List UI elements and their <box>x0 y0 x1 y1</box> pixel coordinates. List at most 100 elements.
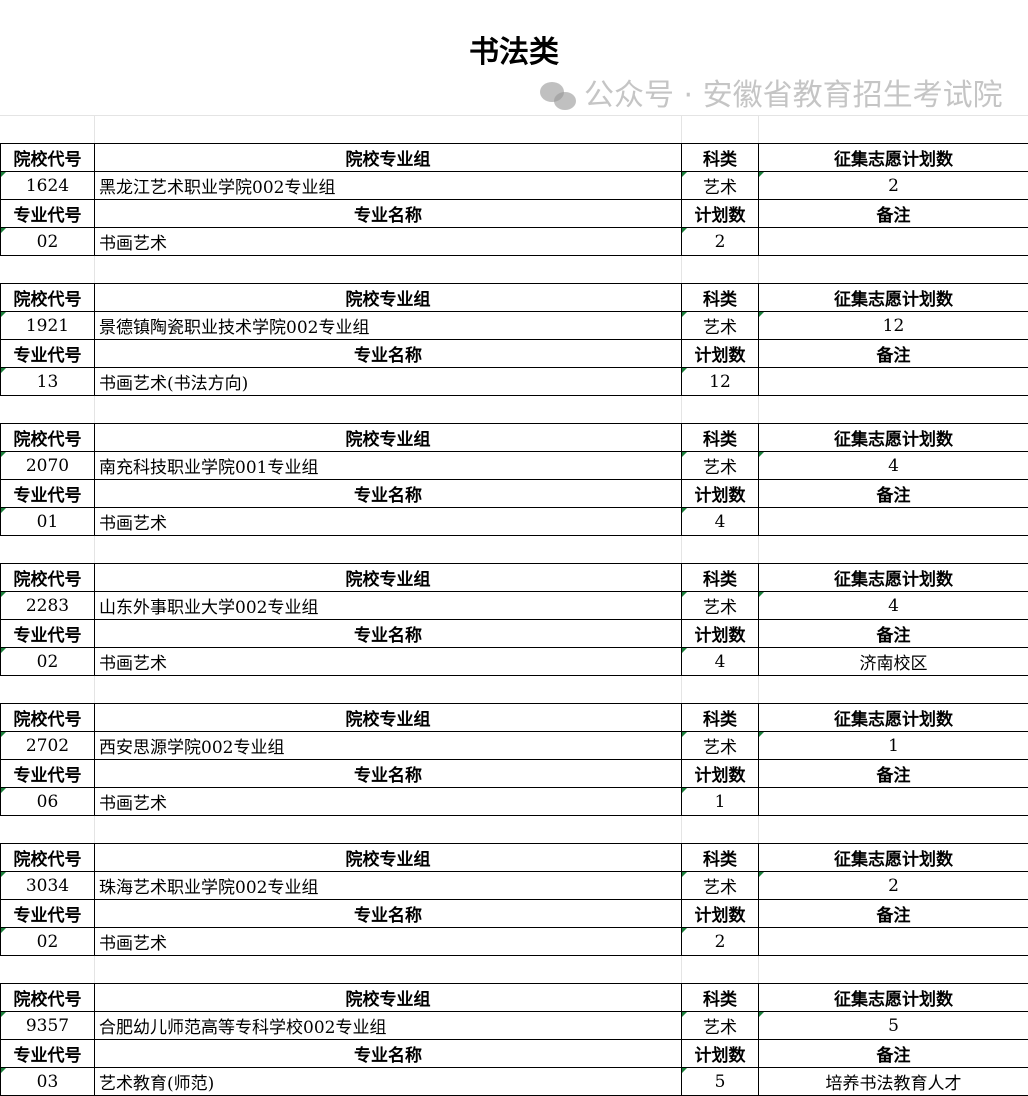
group-header-row: 院校代号 院校专业组 科类 征集志愿计划数 <box>1 704 1028 732</box>
group-row: 2283 山东外事职业大学002专业组 艺术 4 <box>1 592 1028 620</box>
header-plan-total: 征集志愿计划数 <box>759 284 1028 312</box>
plan-cell[interactable]: 1 <box>682 788 759 816</box>
group-cell[interactable]: 西安思源学院002专业组 <box>95 732 682 760</box>
group-cell[interactable]: 山东外事职业大学002专业组 <box>95 592 682 620</box>
header-major-name: 专业名称 <box>95 900 682 928</box>
gridline <box>758 116 759 143</box>
note-cell[interactable]: 培养书法教育人才 <box>759 1068 1028 1096</box>
plan-cell[interactable]: 12 <box>682 368 759 396</box>
group-row: 1921 景德镇陶瓷职业技术学院002专业组 艺术 12 <box>1 312 1028 340</box>
plan-cell[interactable]: 4 <box>682 648 759 676</box>
plan-cell[interactable]: 5 <box>682 1068 759 1096</box>
group-cell[interactable]: 景德镇陶瓷职业技术学院002专业组 <box>95 312 682 340</box>
plan-total-cell[interactable]: 4 <box>759 592 1028 620</box>
major-header-row: 专业代号 专业名称 计划数 备注 <box>1 760 1028 788</box>
gridline <box>94 256 95 283</box>
gridline <box>758 256 759 283</box>
major-row: 06 书画艺术 1 <box>1 788 1028 816</box>
category-cell[interactable]: 艺术 <box>682 312 759 340</box>
plan-cell[interactable]: 4 <box>682 508 759 536</box>
major-code-cell[interactable]: 02 <box>1 228 95 256</box>
major-name-cell[interactable]: 书画艺术(书法方向) <box>95 368 682 396</box>
plan-total-cell[interactable]: 5 <box>759 1012 1028 1040</box>
header-school-code: 院校代号 <box>1 424 95 452</box>
plan-total-cell[interactable]: 12 <box>759 312 1028 340</box>
plan-total-cell[interactable]: 2 <box>759 172 1028 200</box>
group-header-row: 院校代号 院校专业组 科类 征集志愿计划数 <box>1 564 1028 592</box>
school-code-cell[interactable]: 1921 <box>1 312 95 340</box>
category-cell[interactable]: 艺术 <box>682 872 759 900</box>
major-code-cell[interactable]: 13 <box>1 368 95 396</box>
group-cell[interactable]: 黑龙江艺术职业学院002专业组 <box>95 172 682 200</box>
gridline <box>94 396 95 423</box>
school-code-cell[interactable]: 2283 <box>1 592 95 620</box>
category-cell[interactable]: 艺术 <box>682 172 759 200</box>
school-code-cell[interactable]: 9357 <box>1 1012 95 1040</box>
header-group: 院校专业组 <box>95 984 682 1012</box>
header-plan: 计划数 <box>682 760 759 788</box>
note-cell[interactable] <box>759 228 1028 256</box>
category-cell[interactable]: 艺术 <box>682 1012 759 1040</box>
school-block: 院校代号 院校专业组 科类 征集志愿计划数 2070 南充科技职业学院001专业… <box>0 423 1028 536</box>
major-header-row: 专业代号 专业名称 计划数 备注 <box>1 1040 1028 1068</box>
major-name-cell[interactable]: 艺术教育(师范) <box>95 1068 682 1096</box>
major-code-cell[interactable]: 02 <box>1 928 95 956</box>
plan-total-cell[interactable]: 4 <box>759 452 1028 480</box>
category-cell[interactable]: 艺术 <box>682 732 759 760</box>
school-code-cell[interactable]: 3034 <box>1 872 95 900</box>
header-category: 科类 <box>682 844 759 872</box>
major-name-cell[interactable]: 书画艺术 <box>95 508 682 536</box>
major-code-cell[interactable]: 02 <box>1 648 95 676</box>
category-cell[interactable]: 艺术 <box>682 452 759 480</box>
header-note: 备注 <box>759 900 1028 928</box>
gridline <box>94 536 95 563</box>
major-name-cell[interactable]: 书画艺术 <box>95 788 682 816</box>
major-name-cell[interactable]: 书画艺术 <box>95 648 682 676</box>
group-cell[interactable]: 珠海艺术职业学院002专业组 <box>95 872 682 900</box>
header-school-code: 院校代号 <box>1 564 95 592</box>
group-cell[interactable]: 合肥幼儿师范高等专科学校002专业组 <box>95 1012 682 1040</box>
note-cell[interactable] <box>759 788 1028 816</box>
major-row: 02 书画艺术 2 <box>1 228 1028 256</box>
major-code-cell[interactable]: 01 <box>1 508 95 536</box>
group-header-row: 院校代号 院校专业组 科类 征集志愿计划数 <box>1 844 1028 872</box>
major-name-cell[interactable]: 书画艺术 <box>95 928 682 956</box>
note-cell[interactable]: 济南校区 <box>759 648 1028 676</box>
note-cell[interactable] <box>759 508 1028 536</box>
header-plan: 计划数 <box>682 480 759 508</box>
plan-total-cell[interactable]: 1 <box>759 732 1028 760</box>
header-school-code: 院校代号 <box>1 984 95 1012</box>
major-code-cell[interactable]: 03 <box>1 1068 95 1096</box>
school-code-cell[interactable]: 2702 <box>1 732 95 760</box>
school-code-cell[interactable]: 2070 <box>1 452 95 480</box>
gridline <box>758 676 759 703</box>
header-plan-total: 征集志愿计划数 <box>759 564 1028 592</box>
header-note: 备注 <box>759 340 1028 368</box>
group-row: 1624 黑龙江艺术职业学院002专业组 艺术 2 <box>1 172 1028 200</box>
major-header-row: 专业代号 专业名称 计划数 备注 <box>1 480 1028 508</box>
header-category: 科类 <box>682 284 759 312</box>
plan-cell[interactable]: 2 <box>682 228 759 256</box>
group-header-row: 院校代号 院校专业组 科类 征集志愿计划数 <box>1 144 1028 172</box>
note-cell[interactable] <box>759 368 1028 396</box>
major-row: 02 书画艺术 4 济南校区 <box>1 648 1028 676</box>
school-code-cell[interactable]: 1624 <box>1 172 95 200</box>
header-note: 备注 <box>759 480 1028 508</box>
major-header-row: 专业代号 专业名称 计划数 备注 <box>1 620 1028 648</box>
major-name-cell[interactable]: 书画艺术 <box>95 228 682 256</box>
header-category: 科类 <box>682 704 759 732</box>
note-cell[interactable] <box>759 928 1028 956</box>
group-row: 2702 西安思源学院002专业组 艺术 1 <box>1 732 1028 760</box>
school-block: 院校代号 院校专业组 科类 征集志愿计划数 2702 西安思源学院002专业组 … <box>0 703 1028 816</box>
school-block: 院校代号 院校专业组 科类 征集志愿计划数 3034 珠海艺术职业学院002专业… <box>0 843 1028 956</box>
header-major-code: 专业代号 <box>1 620 95 648</box>
header-major-code: 专业代号 <box>1 900 95 928</box>
plan-cell[interactable]: 2 <box>682 928 759 956</box>
header-plan: 计划数 <box>682 620 759 648</box>
header-plan-total: 征集志愿计划数 <box>759 844 1028 872</box>
header-group: 院校专业组 <box>95 704 682 732</box>
category-cell[interactable]: 艺术 <box>682 592 759 620</box>
plan-total-cell[interactable]: 2 <box>759 872 1028 900</box>
major-code-cell[interactable]: 06 <box>1 788 95 816</box>
group-cell[interactable]: 南充科技职业学院001专业组 <box>95 452 682 480</box>
